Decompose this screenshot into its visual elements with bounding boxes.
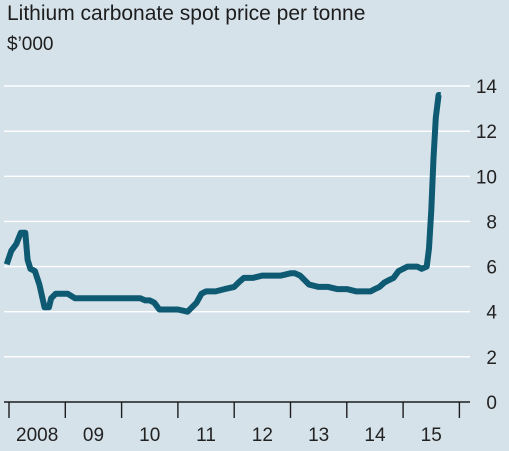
y-tick-label: 12 — [476, 122, 497, 143]
x-tick-label: 2008 — [16, 425, 58, 446]
y-tick-label: 14 — [476, 77, 498, 98]
x-tick-label: 13 — [308, 425, 329, 446]
x-tick-label: 15 — [421, 425, 442, 446]
x-tick-label: 09 — [83, 425, 104, 446]
chart-title: Lithium carbonate spot price per tonne — [7, 2, 366, 25]
x-tick-label: 11 — [196, 425, 216, 446]
y-tick-label: 0 — [486, 393, 497, 414]
price-series-line — [3, 92, 442, 315]
y-tick-label: 4 — [486, 303, 497, 324]
chart-subtitle: $’000 — [7, 34, 54, 55]
y-tick-label: 2 — [486, 348, 497, 369]
y-tick-label: 8 — [486, 212, 497, 233]
x-tick-label: 14 — [364, 425, 386, 446]
x-tick-label: 10 — [139, 425, 160, 446]
y-tick-label: 6 — [486, 258, 497, 279]
x-tick-label: 12 — [252, 425, 273, 446]
y-tick-label: 10 — [476, 167, 497, 188]
